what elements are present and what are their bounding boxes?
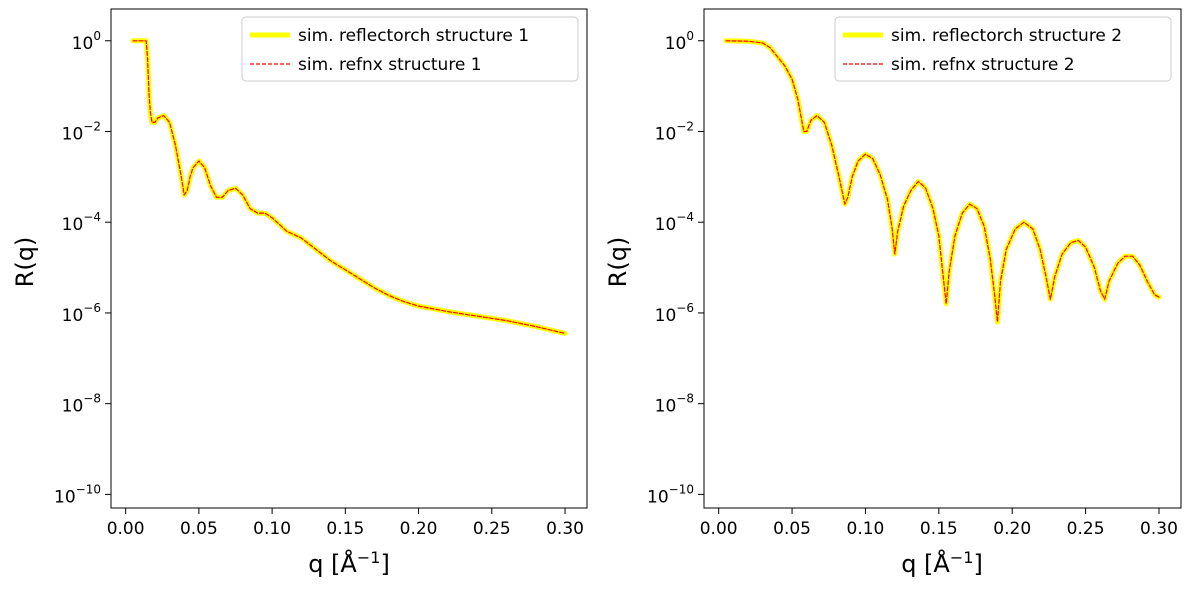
series-layer	[130, 38, 568, 336]
plot-panel-2: 0.00 0.05 0.10 0.15 0.20 0.25 0.30 100 10−2 10−4…	[604, 8, 1182, 579]
legend: sim. reflectorch structure 2 sim. refnx …	[834, 16, 1172, 82]
y-tick-label: 10−2	[62, 119, 101, 144]
y-axis-ticks: 100 10−2 10−4 10−6 10−8 10−10	[54, 29, 111, 507]
y-tick-label: 10−8	[655, 392, 694, 417]
legend-label-series-1: sim. reflectorch structure 2	[891, 26, 1122, 46]
plot-panel-1: 0.00 0.05 0.10 0.15 0.20 0.25 0.30 100 10−2 10−4…	[11, 8, 588, 578]
legend: sim. reflectorch structure 1 sim. refnx …	[241, 16, 579, 82]
x-tick-label: 0.15	[920, 519, 958, 539]
series-line-2	[132, 40, 566, 334]
x-tick-label: 0.30	[1140, 519, 1178, 539]
x-axis-ticks: 0.00 0.05 0.10 0.15 0.20 0.25 0.30	[107, 508, 584, 539]
y-tick-label: 10−10	[647, 482, 694, 507]
x-tick-label: 0.25	[473, 519, 511, 539]
plot-area-frame	[110, 8, 588, 509]
series-layer	[723, 38, 1162, 325]
legend-box	[834, 16, 1172, 82]
x-axis-ticks: 0.00 0.05 0.10 0.15 0.20 0.25 0.30	[700, 508, 1178, 539]
x-tick-label: 0.30	[546, 519, 584, 539]
y-tick-label: 10−4	[655, 210, 694, 235]
legend-box	[241, 16, 579, 82]
x-axis-label: q [Å−1]	[901, 548, 983, 579]
y-axis-label: R(q)	[604, 237, 632, 288]
x-tick-label: 0.10	[253, 519, 291, 539]
x-tick-label: 0.00	[700, 519, 738, 539]
x-tick-label: 0.25	[1067, 519, 1105, 539]
x-tick-label: 0.20	[993, 519, 1031, 539]
x-tick-label: 0.05	[180, 519, 218, 539]
x-tick-label: 0.05	[773, 519, 811, 539]
y-tick-label: 10−6	[62, 301, 101, 326]
x-tick-label: 0.00	[107, 519, 145, 539]
y-tick-label: 10−6	[655, 301, 694, 326]
y-tick-label: 100	[72, 29, 101, 54]
x-tick-label: 0.10	[847, 519, 885, 539]
y-tick-label: 10−2	[655, 119, 694, 144]
y-tick-label: 10−4	[62, 210, 101, 235]
plot-area-frame	[703, 8, 1182, 509]
y-tick-label: 10−8	[62, 392, 101, 417]
y-tick-label: 10−10	[54, 482, 101, 507]
y-tick-label: 100	[665, 29, 694, 54]
series-line-2	[725, 40, 1160, 323]
y-axis-label: R(q)	[11, 237, 39, 288]
x-tick-label: 0.20	[400, 519, 438, 539]
y-axis-ticks: 100 10−2 10−4 10−6 10−8 10−10	[647, 29, 704, 507]
legend-label-series-2: sim. refnx structure 1	[298, 55, 482, 75]
legend-label-series-1: sim. reflectorch structure 1	[298, 26, 529, 46]
legend-label-series-2: sim. refnx structure 2	[891, 55, 1075, 75]
x-tick-label: 0.15	[326, 519, 364, 539]
